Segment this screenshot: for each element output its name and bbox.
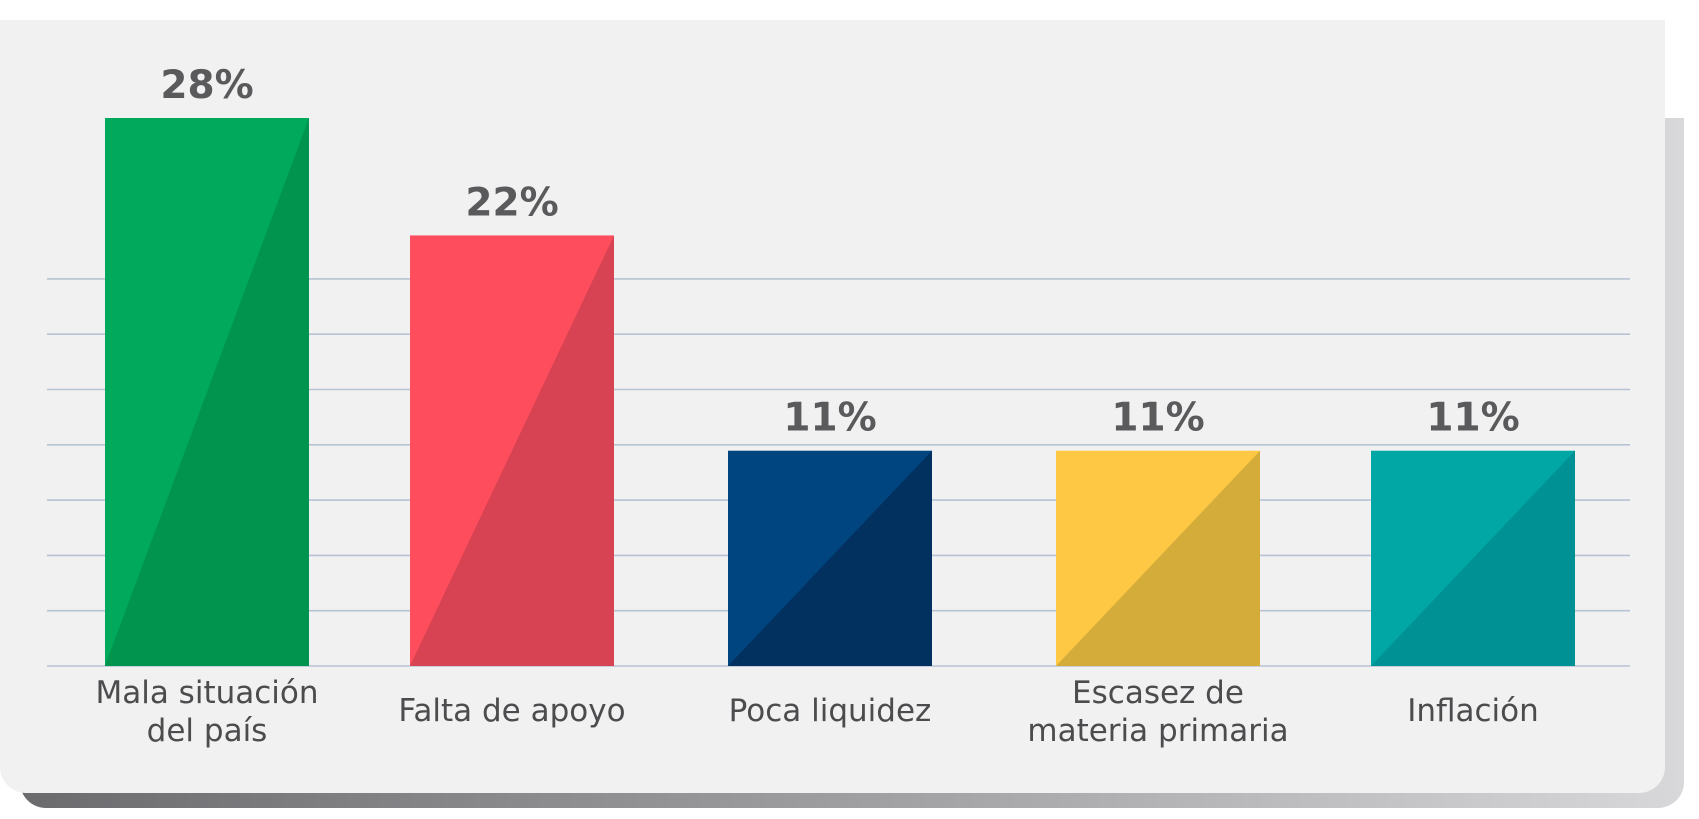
bar-value-label: 22% (465, 180, 558, 225)
bar-value-label: 11% (1426, 396, 1519, 441)
value-labels: 28% 22% 11% 11% 11% (160, 63, 1519, 441)
category-label: materia primaria (1027, 713, 1288, 749)
bar (1371, 450, 1575, 666)
bar-shade (1371, 450, 1575, 666)
bar (728, 450, 932, 666)
category-label: Falta de apoyo (398, 693, 625, 729)
bar (105, 118, 309, 666)
category-label: del país (147, 713, 268, 749)
bar-shade (105, 118, 309, 666)
category-label: Escasez de (1072, 675, 1244, 711)
bar-value-label: 28% (160, 63, 253, 108)
bars (105, 118, 1575, 666)
bar-shade (1056, 450, 1260, 666)
category-label: Mala situación (95, 675, 318, 711)
category-label: Inflación (1407, 693, 1539, 729)
bar-shade (728, 450, 932, 666)
category-label: Poca liquidez (729, 693, 932, 729)
bar (410, 235, 614, 666)
bar-value-label: 11% (1111, 396, 1204, 441)
bar-value-label: 11% (783, 396, 876, 441)
bar (1056, 450, 1260, 666)
bar-shade (410, 235, 614, 666)
